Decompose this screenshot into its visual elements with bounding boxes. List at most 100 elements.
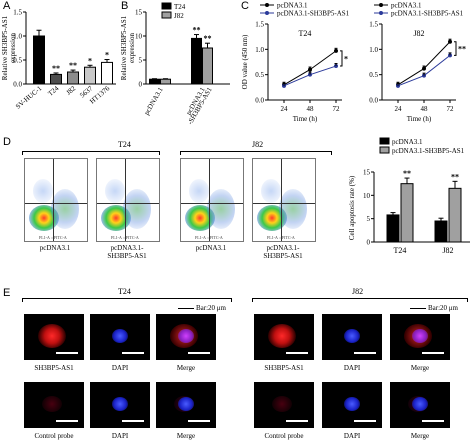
quadrant-line-vertical xyxy=(53,159,54,241)
significance-label: * xyxy=(344,54,348,63)
stained-cell xyxy=(344,329,360,343)
quadrant-line-vertical xyxy=(125,159,126,241)
legend-marker xyxy=(265,11,269,15)
legend-label: pcDNA3.1-SH3BP5-AS1 xyxy=(277,10,350,18)
scalebar-text: Bar:20 μm xyxy=(428,304,458,312)
significance-label: * xyxy=(88,56,92,65)
flow-plot: PE-A :: PI-AFL1-A :: FITC-A xyxy=(180,158,244,242)
y-tick-label: 0.0 xyxy=(255,97,264,105)
microscopy-image xyxy=(90,382,150,428)
legend-swatch xyxy=(161,2,172,10)
y-tick-label: 0.5 xyxy=(255,71,264,79)
x-tick-label: 72 xyxy=(447,105,455,113)
quadrant-line-horizontal xyxy=(97,203,159,204)
x-tick-label: HT1376 xyxy=(88,84,111,105)
scale-bar xyxy=(122,352,144,354)
microscopy-label: Merge xyxy=(410,432,430,440)
chart-a-expression: 0.0 0.5 1.0 1.5 Relative SH3BP5-AS1 expressio… xyxy=(1,9,116,111)
bar xyxy=(448,187,462,243)
flow-plot: PE-A :: PI-AFL1-A :: FITC-A xyxy=(24,158,88,242)
flow-group-t24-bracket xyxy=(22,151,160,155)
legend-label: J82 xyxy=(174,12,184,20)
y-tick-label: 1.5 xyxy=(13,9,22,17)
microscopy-label: DAPI xyxy=(111,432,129,440)
flow-cell-population xyxy=(189,179,209,203)
significance-label: ** xyxy=(193,26,201,35)
scale-bar xyxy=(188,420,210,422)
flow-plot: PE-A :: PI-AFL1-A :: FITC-A xyxy=(96,158,160,242)
y-tick-label: 0.0 xyxy=(13,81,22,89)
chart-d-apoptosis: 0 5 10 15 Cell apoptosis rate (%) pcDNA3.1pcD… xyxy=(348,137,470,255)
stained-cell xyxy=(38,324,66,348)
flow-cell-population xyxy=(207,189,235,229)
significance-label: ** xyxy=(69,61,77,70)
legend-swatch xyxy=(379,137,390,145)
x-tick-label: J82 xyxy=(442,246,453,255)
stained-cell xyxy=(112,329,128,343)
y-axis-label: Cell apoptosis rate (%) xyxy=(348,175,356,240)
stained-cell xyxy=(42,396,62,412)
legend-label: pcDNA3.1 xyxy=(392,138,423,146)
flow-x-axis-label: FL1-A :: FITC-A xyxy=(39,235,67,240)
scalebar-line-icon xyxy=(410,307,426,309)
microscopy-image xyxy=(156,314,216,360)
flow-plot-caption: pcDNA3.1- SH3BP5-AS1 xyxy=(107,244,147,260)
legend-label: pcDNA3.1 xyxy=(391,2,422,10)
panel-label-c: C xyxy=(241,0,249,12)
quadrant-line-vertical xyxy=(209,159,210,241)
micro-group-t24-label: T24 xyxy=(118,287,131,296)
significance-bracket xyxy=(340,50,343,67)
flow-group-j82-label: J82 xyxy=(252,140,264,149)
bar xyxy=(33,35,45,85)
bar xyxy=(67,71,79,85)
y-tick-label: 0.5 xyxy=(369,71,378,79)
x-tick-label: T24 xyxy=(47,84,61,98)
microscopy-image xyxy=(156,382,216,428)
micro-group-t24-bracket xyxy=(22,298,232,302)
legend-marker xyxy=(265,3,269,7)
legend-label: T24 xyxy=(174,3,186,11)
x-tick-label: T24 xyxy=(394,246,407,255)
stained-cell xyxy=(412,397,428,411)
bar xyxy=(50,73,62,85)
x-tick-label: J82 xyxy=(65,84,78,97)
series-line xyxy=(397,41,451,86)
chart-title: J82 xyxy=(413,29,424,38)
stained-cell xyxy=(412,329,428,343)
legend-swatch xyxy=(379,146,390,154)
scalebar-legend-t24: Bar:20 μm xyxy=(178,304,226,312)
scale-bar xyxy=(286,352,308,354)
flow-group-j82-bracket xyxy=(180,151,332,155)
microscopy-image xyxy=(254,382,314,428)
bar xyxy=(202,47,213,85)
x-tick-label: 24 xyxy=(281,105,289,113)
x-tick-label: 48 xyxy=(421,105,429,113)
micro-group-j82-bracket xyxy=(252,298,468,302)
x-axis-label: Time (h) xyxy=(293,115,318,123)
stained-cell xyxy=(112,397,128,411)
significance-label: ** xyxy=(403,169,411,178)
flow-cell-population xyxy=(123,189,151,229)
microscopy-label: Control probe xyxy=(264,432,304,440)
microscopy-image xyxy=(254,314,314,360)
microscopy-image xyxy=(322,314,382,360)
significance-label: ** xyxy=(52,64,60,73)
flow-cell-population xyxy=(33,179,53,203)
scalebar-text: Bar:20 μm xyxy=(196,304,226,312)
legend-swatch xyxy=(161,11,172,19)
quadrant-line-horizontal xyxy=(253,203,315,204)
microscopy-label: DAPI xyxy=(343,432,361,440)
microscopy-label: DAPI xyxy=(111,364,129,372)
chart-b-overexpression: 0 5 10 15 Relative SH3BP5-AS1 expression T24J8… xyxy=(120,2,230,126)
scale-bar xyxy=(286,420,308,422)
scale-bar xyxy=(354,352,376,354)
y-axis-label: Relative SH3BP5-AS1 xyxy=(1,15,9,80)
legend-label: pcDNA3.1-SH3BP5-AS1 xyxy=(391,10,464,18)
chart-title: T24 xyxy=(299,29,312,38)
legend-label: pcDNA3.1-SH3BP5-AS1 xyxy=(392,147,465,155)
quadrant-line-horizontal xyxy=(181,203,243,204)
flow-x-axis-label: FL1-A :: FITC-A xyxy=(195,235,223,240)
legend-marker xyxy=(379,11,383,15)
microscopy-image xyxy=(390,382,450,428)
microscopy-label: Merge xyxy=(176,364,196,372)
